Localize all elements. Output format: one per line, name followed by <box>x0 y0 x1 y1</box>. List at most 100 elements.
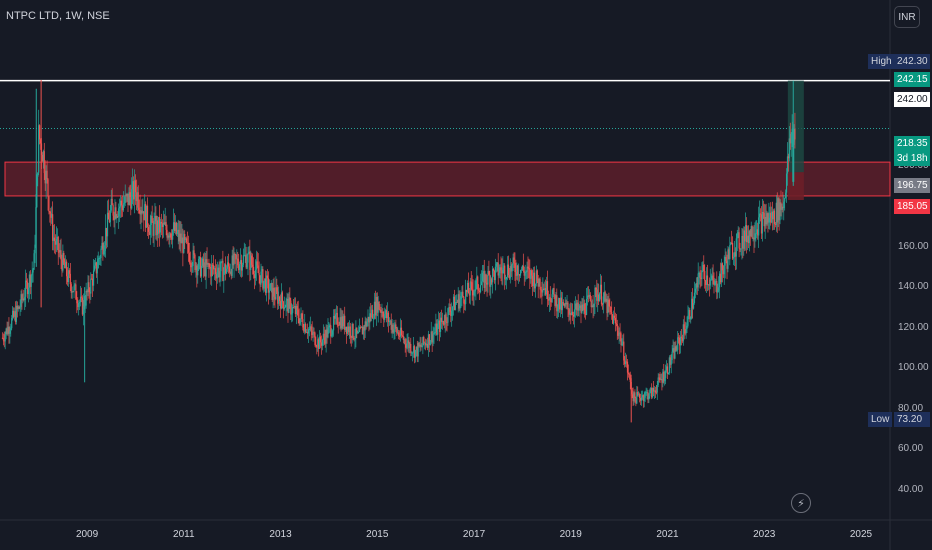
candle-body <box>575 303 577 310</box>
candle-body <box>758 217 760 236</box>
candle-body <box>635 397 637 404</box>
candle-body <box>389 320 391 322</box>
candle-body <box>1 337 4 339</box>
candle-body <box>268 290 270 293</box>
candle-body <box>784 198 786 202</box>
candle-body <box>527 266 529 269</box>
candle-body <box>249 251 251 270</box>
candle-body <box>522 265 524 271</box>
candle-body <box>667 372 670 375</box>
low-value-label: 73.20 <box>894 412 930 427</box>
candle-body <box>764 217 766 227</box>
candle-body <box>589 294 591 301</box>
candle-body <box>691 298 693 319</box>
candle-body <box>789 138 791 144</box>
candle-body <box>567 302 569 309</box>
candle-body <box>178 229 180 242</box>
candle-body <box>580 305 582 313</box>
candle-body <box>371 309 373 318</box>
candle-body <box>439 320 441 332</box>
y-tick-label: 160.00 <box>898 240 929 252</box>
candle-body <box>401 335 403 337</box>
candle-body <box>277 291 279 304</box>
candle-body <box>113 215 115 220</box>
lightning-icon[interactable]: ⚡ <box>791 493 811 513</box>
candle-body <box>755 233 757 235</box>
candle-body <box>126 193 128 196</box>
candle-body <box>254 269 257 279</box>
candle-body <box>759 213 762 215</box>
candle-body <box>543 288 545 291</box>
candle-body <box>659 377 661 380</box>
candle-body <box>590 300 592 308</box>
candle-body <box>720 263 723 283</box>
candle-body <box>427 334 430 348</box>
candle-body <box>639 397 642 401</box>
candle-body <box>620 333 622 345</box>
candle-body <box>676 349 678 351</box>
candle-body <box>216 272 218 279</box>
candle-body <box>595 287 597 290</box>
candle-body <box>321 339 324 346</box>
candle-body <box>50 213 52 218</box>
candle-body <box>38 125 40 173</box>
candle-body <box>255 261 257 270</box>
candle-body <box>317 339 319 347</box>
candle-body <box>677 337 679 350</box>
candle-body <box>675 346 677 351</box>
candle-body <box>484 274 486 288</box>
candle-body <box>525 271 527 273</box>
candle-body <box>138 207 140 210</box>
candle-body <box>324 337 326 344</box>
candle-body <box>547 299 550 301</box>
candle-body <box>633 392 635 402</box>
candle-body <box>304 324 306 332</box>
candle-body <box>437 324 439 335</box>
candle-body <box>513 257 515 263</box>
candle-body <box>634 392 636 398</box>
candle-body <box>24 296 26 301</box>
candle-body <box>600 284 603 305</box>
candle-body <box>704 270 706 281</box>
candle-body <box>714 281 716 285</box>
candle-body <box>766 213 768 225</box>
candle-body <box>215 274 217 279</box>
symbol-title[interactable]: NTPC LTD, 1W, NSE <box>6 10 110 22</box>
candle-body <box>351 323 353 338</box>
candle-body <box>485 274 487 283</box>
candle-body <box>739 248 741 250</box>
candle-body <box>753 237 755 240</box>
candle-body <box>105 227 108 237</box>
candle-body <box>233 253 235 266</box>
candle-body <box>289 297 291 301</box>
candle-body <box>660 379 662 380</box>
candle-body <box>438 320 440 325</box>
candle-body <box>782 206 784 209</box>
candle-body <box>771 211 773 223</box>
currency-button[interactable]: INR <box>894 6 920 28</box>
candle-body <box>213 268 216 270</box>
candle-body <box>519 274 521 276</box>
candle-body <box>183 234 185 253</box>
candle-body <box>614 317 617 324</box>
candle-body <box>252 264 254 267</box>
candle-body <box>618 332 620 336</box>
candle-body <box>4 334 6 342</box>
candle-body <box>385 310 387 315</box>
candle-body <box>742 235 744 249</box>
candle-body <box>468 293 470 296</box>
candle-body <box>330 325 332 337</box>
candle-body <box>407 340 409 344</box>
candle-body <box>232 255 234 266</box>
candle-body <box>441 320 443 323</box>
candle-body <box>9 330 11 334</box>
candle-body <box>211 264 213 277</box>
candle-body <box>666 366 669 375</box>
candle-body <box>162 222 164 228</box>
candle-body <box>69 273 71 285</box>
candle-body <box>185 238 187 240</box>
candle-body <box>569 313 571 315</box>
candle-body <box>128 192 130 205</box>
candle-body <box>228 266 230 273</box>
